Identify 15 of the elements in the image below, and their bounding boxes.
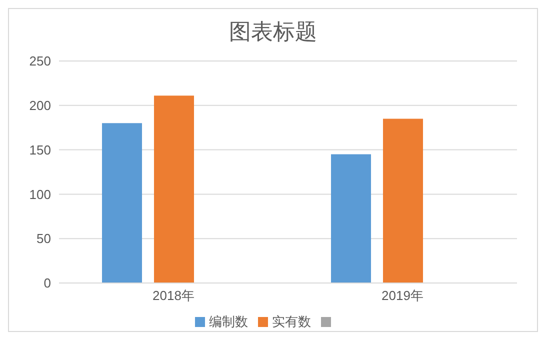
y-tick-label: 50 xyxy=(36,231,51,246)
bar xyxy=(383,118,423,283)
y-tick-label: 100 xyxy=(29,186,51,202)
legend-label: 实有数 xyxy=(272,313,311,331)
x-tick-label: 2018年 xyxy=(152,288,194,304)
bar xyxy=(102,123,142,283)
bar xyxy=(331,154,371,283)
chart-title: 图表标题 xyxy=(228,18,318,46)
y-tick-label: 200 xyxy=(29,98,51,114)
bar xyxy=(154,96,194,283)
y-tick-label: 150 xyxy=(29,142,51,158)
y-tick-label: 250 xyxy=(29,54,51,69)
x-tick-label: 2019年 xyxy=(382,288,424,304)
legend-label: 编制数 xyxy=(209,313,248,331)
y-tick-label: 0 xyxy=(44,276,51,291)
